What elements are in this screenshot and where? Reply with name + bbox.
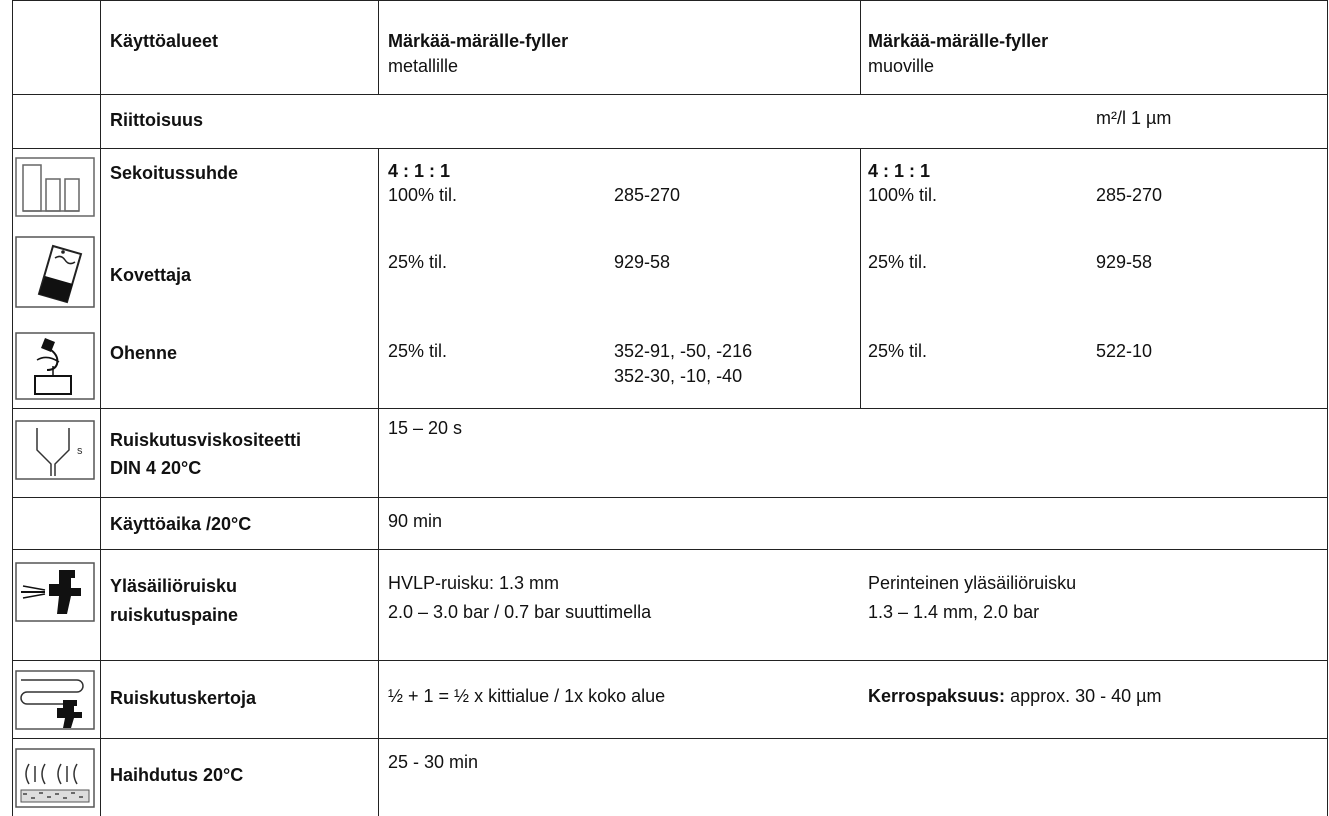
- table-border-left: [12, 0, 13, 816]
- plastic-mixing-ratio: 4 : 1 : 1: [868, 161, 931, 181]
- row-divider: [12, 497, 1327, 498]
- table-border-right: [1327, 0, 1328, 816]
- column-divider: [100, 0, 101, 816]
- plastic-base-amount: 100% til.: [868, 185, 938, 205]
- flashoff-label: Haihdutus 20°C: [110, 765, 244, 785]
- coverage-label: Riittoisuus: [110, 110, 203, 130]
- thinner-label: Ohenne: [110, 343, 178, 363]
- spraygun-label-line1: Yläsäiliöruisku: [110, 576, 238, 596]
- column-divider: [860, 148, 861, 408]
- potlife-value: 90 min: [388, 511, 443, 531]
- row-divider: [12, 148, 1327, 149]
- spray-coats-icon: [15, 670, 95, 730]
- mixing-label: Sekoitussuhde: [110, 163, 239, 183]
- potlife-label: Käyttöaika /20°C: [110, 514, 252, 534]
- film-thickness-label: Kerrospaksuus:: [868, 686, 1006, 706]
- applications-label: Käyttöalueet: [110, 31, 219, 51]
- svg-text:s: s: [77, 445, 83, 457]
- spray-gun-icon: [15, 562, 95, 622]
- hardener-can-icon: [15, 236, 95, 308]
- viscosity-label-line2: DIN 4 20°C: [110, 458, 202, 478]
- metal-column-subtitle: metallille: [388, 56, 459, 76]
- coats-value: ½ + 1 = ½ x kittialue / 1x koko alue: [388, 686, 666, 706]
- plastic-column-subtitle: muoville: [868, 56, 935, 76]
- metal-thinner-amount: 25% til.: [388, 341, 448, 361]
- row-divider: [12, 549, 1327, 550]
- coverage-unit: m²/l 1 µm: [1096, 108, 1172, 128]
- viscosity-value: 15 – 20 s: [388, 418, 463, 438]
- row-divider: [12, 0, 1327, 1]
- mixing-ratio-icon: [15, 157, 95, 217]
- spraygun-label-line2: ruiskutuspaine: [110, 605, 239, 625]
- plastic-column-title: Märkää-märälle-fyller: [868, 31, 1049, 51]
- plastic-spraygun-line1: Perinteinen yläsäiliöruisku: [868, 573, 1077, 593]
- metal-column-title: Märkää-märälle-fyller: [388, 31, 569, 51]
- coats-label: Ruiskutuskertoja: [110, 688, 257, 708]
- row-divider: [12, 660, 1327, 661]
- column-divider: [378, 0, 379, 94]
- metal-thinner-products-1: 352-91, -50, -216: [614, 341, 753, 361]
- plastic-hardener-amount: 25% til.: [868, 252, 928, 272]
- plastic-thinner-product: 522-10: [1096, 341, 1153, 361]
- metal-hardener-product: 929-58: [614, 252, 671, 272]
- metal-base-product: 285-270: [614, 185, 681, 205]
- viscosity-label-line1: Ruiskutusviskositeetti: [110, 430, 302, 450]
- plastic-base-product: 285-270: [1096, 185, 1163, 205]
- column-divider: [860, 0, 861, 94]
- plastic-spraygun-line2: 1.3 – 1.4 mm, 2.0 bar: [868, 602, 1040, 622]
- metal-base-amount: 100% til.: [388, 185, 458, 205]
- flashoff-value: 25 - 30 min: [388, 752, 479, 772]
- row-divider: [12, 738, 1327, 739]
- thinner-pour-icon: [15, 332, 95, 400]
- flash-off-icon: [15, 748, 95, 808]
- column-divider: [378, 148, 379, 816]
- film-thickness-value: approx. 30 - 40 µm: [1005, 686, 1162, 706]
- row-divider: [12, 408, 1327, 409]
- plastic-thinner-amount: 25% til.: [868, 341, 928, 361]
- viscosity-cup-icon: s: [15, 420, 95, 480]
- metal-spraygun-line2: 2.0 – 3.0 bar / 0.7 bar suuttimella: [388, 602, 652, 622]
- metal-thinner-products-2: 352-30, -10, -40: [614, 366, 743, 386]
- metal-hardener-amount: 25% til.: [388, 252, 448, 272]
- row-divider: [12, 94, 1327, 95]
- plastic-hardener-product: 929-58: [1096, 252, 1153, 272]
- film-thickness: Kerrospaksuus: approx. 30 - 40 µm: [868, 685, 1162, 707]
- metal-mixing-ratio: 4 : 1 : 1: [388, 161, 451, 181]
- hardener-label: Kovettaja: [110, 265, 192, 285]
- metal-spraygun-line1: HVLP-ruisku: 1.3 mm: [388, 573, 560, 593]
